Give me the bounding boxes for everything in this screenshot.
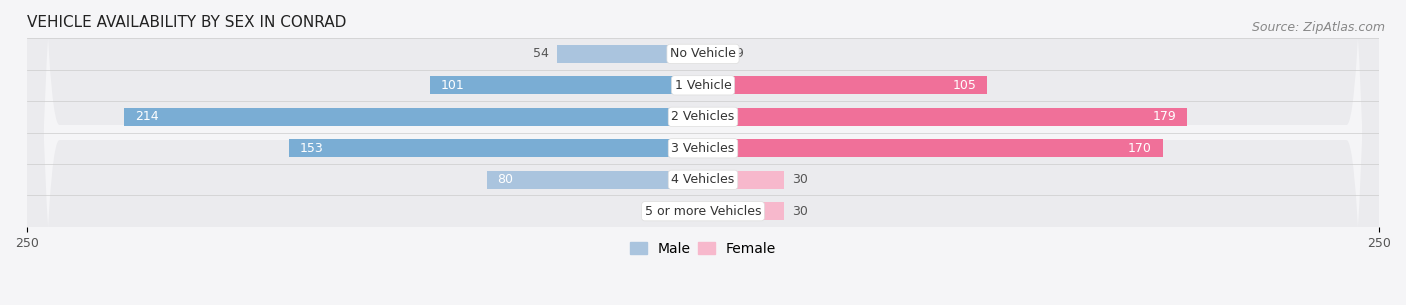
Bar (703, 139, 1163, 157)
Text: 1 Vehicle: 1 Vehicle (675, 79, 731, 92)
Text: 30: 30 (792, 173, 808, 186)
FancyBboxPatch shape (27, 0, 1379, 305)
Text: 30: 30 (792, 205, 808, 218)
Bar (703, 76, 987, 95)
Text: 101: 101 (440, 79, 464, 92)
Bar (703, 170, 785, 189)
Bar (668, 202, 703, 221)
Bar (486, 170, 703, 189)
FancyBboxPatch shape (27, 0, 1379, 305)
Bar (124, 108, 703, 126)
Text: 3 Vehicles: 3 Vehicles (672, 142, 734, 155)
Text: No Vehicle: No Vehicle (671, 47, 735, 60)
Text: 5 or more Vehicles: 5 or more Vehicles (645, 205, 761, 218)
Text: 80: 80 (498, 173, 513, 186)
Text: VEHICLE AVAILABILITY BY SEX IN CONRAD: VEHICLE AVAILABILITY BY SEX IN CONRAD (27, 15, 346, 30)
Text: Source: ZipAtlas.com: Source: ZipAtlas.com (1251, 21, 1385, 34)
FancyBboxPatch shape (27, 0, 1379, 305)
FancyBboxPatch shape (27, 0, 1379, 305)
Bar (703, 45, 727, 63)
Text: 9: 9 (735, 47, 744, 60)
Text: 153: 153 (299, 142, 323, 155)
Text: 179: 179 (1153, 110, 1177, 123)
Bar (703, 108, 1187, 126)
Legend: Male, Female: Male, Female (624, 236, 782, 262)
Bar (290, 139, 703, 157)
FancyBboxPatch shape (27, 0, 1379, 305)
Text: 13: 13 (644, 205, 659, 218)
Text: 54: 54 (533, 47, 548, 60)
Text: 105: 105 (952, 79, 976, 92)
FancyBboxPatch shape (27, 0, 1379, 305)
Bar (430, 76, 703, 95)
Text: 4 Vehicles: 4 Vehicles (672, 173, 734, 186)
Text: 214: 214 (135, 110, 159, 123)
Text: 170: 170 (1128, 142, 1152, 155)
Text: 2 Vehicles: 2 Vehicles (672, 110, 734, 123)
Bar (703, 202, 785, 221)
Bar (557, 45, 703, 63)
